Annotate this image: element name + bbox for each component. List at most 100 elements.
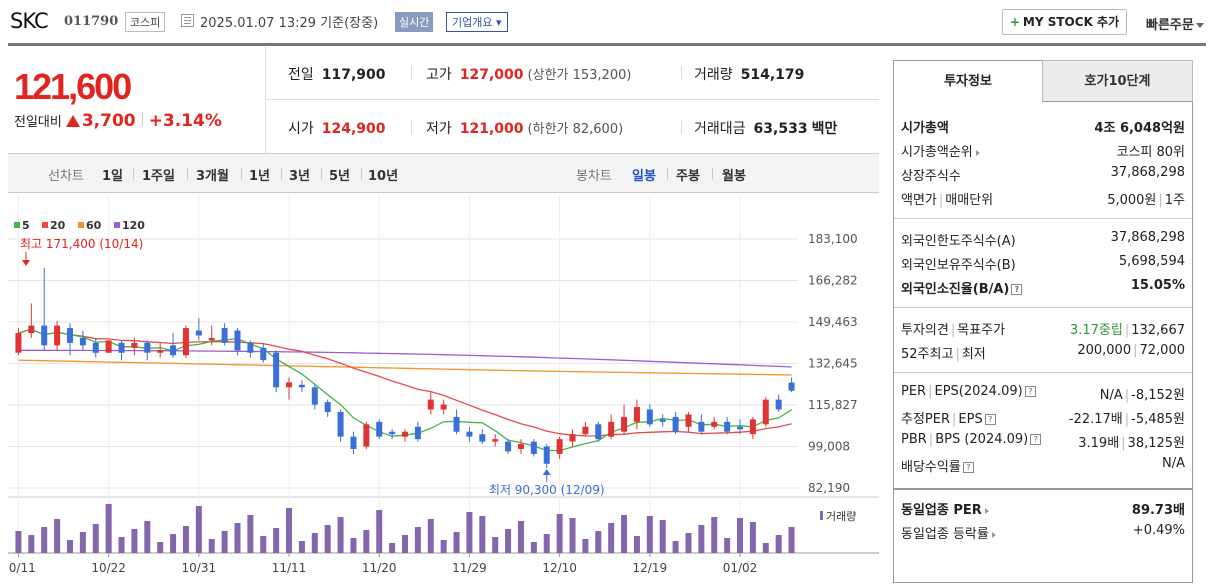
high-price: 고가 127,000 (상한가 153,200) (426, 64, 631, 84)
candle-body (633, 407, 640, 422)
company-overview-button[interactable]: 기업개요 ▾ (446, 12, 508, 32)
candle-body (363, 424, 370, 447)
info-value: 37,868,298 (1110, 230, 1185, 245)
candle-body (144, 342, 151, 353)
info-value: 132,667 (1131, 323, 1185, 338)
period-10y[interactable]: 10년 (368, 169, 399, 184)
period-1w[interactable]: 1주일 (142, 169, 175, 184)
stock-name: SKC (10, 9, 49, 33)
volume-bar (337, 517, 344, 553)
lower-limit: (하한가 82,600) (527, 122, 624, 137)
info-row: 외국인보유주식수(B) 5,698,594 (901, 254, 1185, 274)
info-label: BPS (2024.09) (935, 432, 1029, 447)
realtime-button[interactable]: 실시간 (395, 12, 434, 32)
tab-investment-info[interactable]: 투자정보 (893, 60, 1043, 102)
change-percent: +3.14% (148, 111, 222, 131)
candle-body (711, 421, 718, 427)
volume-bar (427, 519, 434, 553)
price-chart[interactable]: 183,100 166,282 149,463 132,645 115,827 99,00… (1, 196, 879, 583)
period-5y[interactable]: 5년 (329, 169, 351, 184)
candle-body (646, 409, 653, 425)
industry-change-link[interactable]: 동일업종 등락률 (901, 523, 996, 542)
volume-bar (517, 521, 524, 553)
info-value: N/A (1162, 456, 1185, 471)
volume-bar (389, 543, 396, 553)
volume-bar (762, 543, 769, 553)
low-annotation: 최저 90,300 (12/09) (489, 483, 605, 497)
high-value: 127,000 (459, 67, 524, 83)
line-chart-label: 선차트 (48, 169, 84, 184)
info-value: 37,868,298 (1110, 165, 1185, 180)
period-3m[interactable]: 3개월 (196, 169, 229, 184)
period-daily[interactable]: 일봉 (632, 169, 656, 184)
info-label: 상장주식수 (901, 169, 961, 184)
market-cap-rank-link[interactable]: 시가총액순위 (901, 141, 980, 160)
header-divider (8, 43, 1206, 46)
candle-body (15, 333, 22, 353)
candle-body (414, 426, 421, 440)
help-icon[interactable]: ? (1030, 434, 1042, 445)
candle-body (453, 416, 460, 432)
change-label: 전일대비 (14, 115, 62, 130)
candle-body (582, 426, 589, 435)
x-tick-label: 11/29 (452, 561, 487, 575)
divider (667, 168, 668, 180)
period-weekly[interactable]: 주봉 (676, 169, 700, 184)
candle-body (247, 342, 254, 353)
open-price: 시가 124,900 (288, 118, 386, 138)
foreign-ownership-group: 외국인한도주식수(A) 37,868,298 외국인보유주식수(B) 5,698,5… (894, 218, 1192, 298)
divider (361, 168, 362, 180)
volume-bar (646, 516, 653, 553)
info-row: 상장주식수 37,868,298 (901, 165, 1185, 185)
period-3y[interactable]: 3년 (289, 169, 311, 184)
stock-code: 011790 (64, 14, 119, 29)
period-1y[interactable]: 1년 (249, 169, 271, 184)
candle-body (66, 328, 73, 343)
tab-orderbook[interactable]: 호가10단계 (1042, 60, 1193, 102)
volume-bar (363, 530, 370, 553)
quick-order-button[interactable]: 빠른주문 (1146, 14, 1204, 33)
info-value: 200,000 (1077, 343, 1132, 358)
industry-per-link[interactable]: 동일업종 PER (901, 499, 989, 518)
volume-label: 거래량 (694, 67, 733, 83)
candle-body (530, 441, 537, 454)
candle-body (762, 399, 769, 425)
volume-bar (54, 519, 61, 553)
divider (187, 168, 188, 180)
volume-bar (414, 527, 421, 553)
info-value: -22.17배 (1068, 412, 1123, 427)
help-icon[interactable]: ? (1024, 386, 1036, 397)
volume-bar (621, 515, 628, 553)
divider (411, 66, 412, 80)
period-1d[interactable]: 1일 (102, 169, 124, 184)
help-icon[interactable]: ? (984, 414, 996, 425)
candle-body (492, 439, 499, 442)
volume-bar (92, 524, 99, 553)
volume-bar (788, 527, 795, 553)
candle-body (118, 342, 125, 353)
divider (681, 66, 682, 80)
my-stock-add-button[interactable]: + MY STOCK 추가 (1002, 9, 1127, 35)
help-icon[interactable]: ? (962, 462, 974, 473)
upper-limit: (상한가 153,200) (527, 68, 632, 83)
info-label: 동일업종 PER (901, 503, 982, 518)
volume-bar (247, 515, 254, 553)
info-row: PER | EPS(2024.09)? N/A | -8,152원 (901, 384, 1185, 403)
info-value: 38,125원 (1127, 436, 1185, 451)
info-row: 투자의견 | 목표주가 3.17중립 | 132,667 (901, 323, 1185, 338)
info-row: PBR | BPS (2024.09)? 3.19배 | 38,125원 (901, 432, 1185, 451)
info-value: 코스피 80위 (1116, 145, 1185, 160)
volume-bar (234, 523, 241, 553)
info-label: PBR (901, 432, 927, 447)
help-icon[interactable]: ? (1011, 284, 1023, 295)
info-row: 시가총액순위 코스피 80위 (901, 141, 1185, 161)
volume-bar (221, 531, 228, 553)
candle-body (182, 328, 189, 356)
info-row: 액면가 | 매매단위 5,000원 | 1주 (901, 193, 1185, 208)
candle-body (79, 337, 86, 346)
volume-swatch (820, 511, 823, 520)
info-label: EPS(2024.09) (934, 384, 1023, 399)
market-badge: 코스피 (125, 12, 166, 32)
price-change: 전일대비 3,700 +3.14% (14, 111, 222, 131)
period-monthly[interactable]: 월봉 (722, 169, 746, 184)
